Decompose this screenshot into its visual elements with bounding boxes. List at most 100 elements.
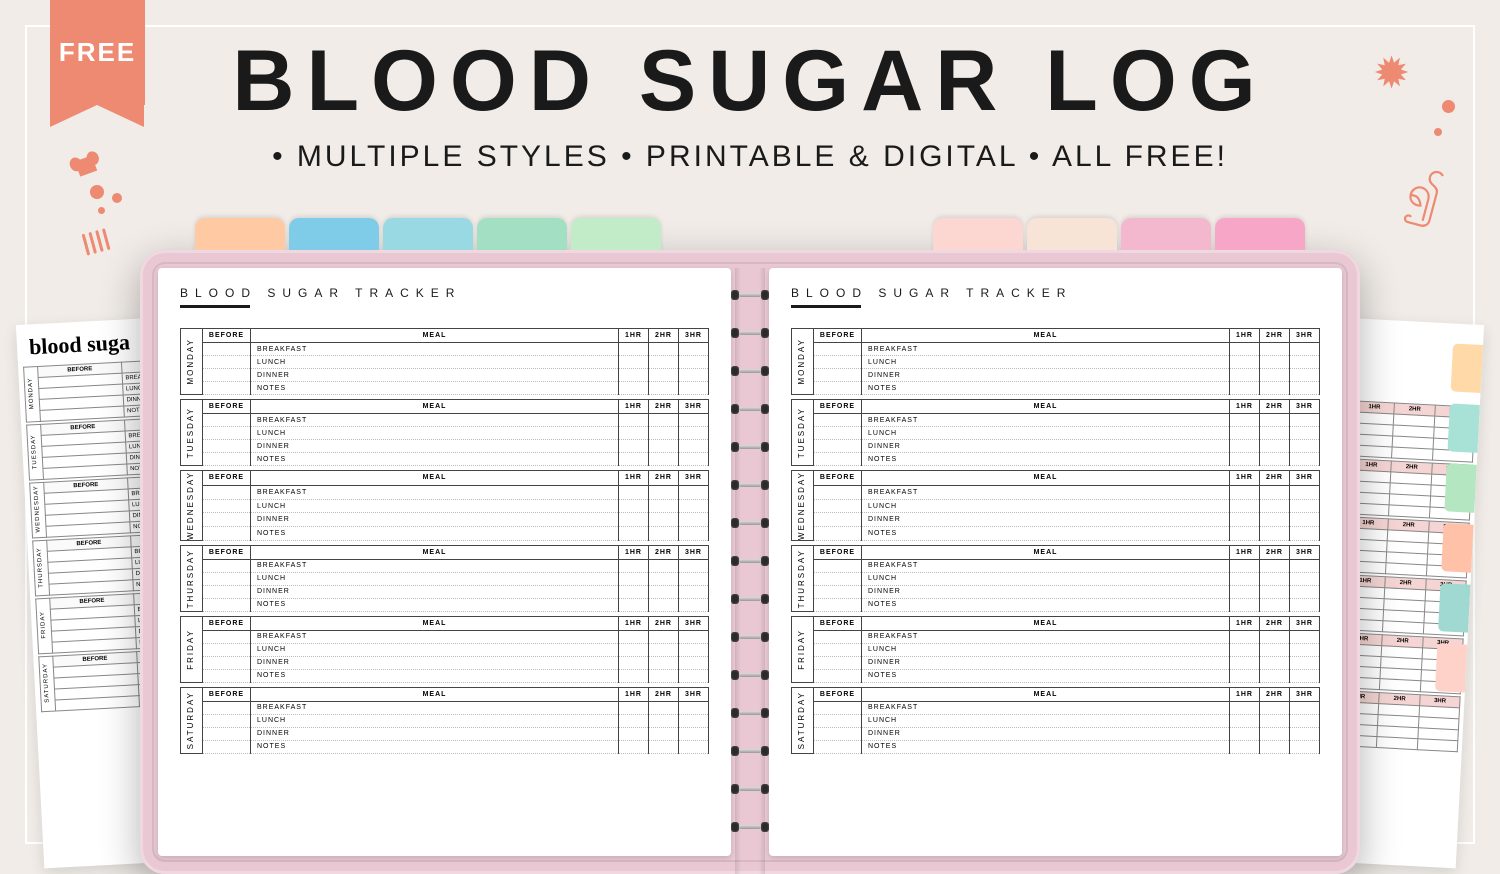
col-meal: MEAL <box>862 329 1230 343</box>
free-ribbon: FREE <box>50 0 145 105</box>
col-before: BEFORE <box>203 471 251 486</box>
spiral-ring <box>727 288 773 302</box>
col-3hr: 3HR <box>679 471 709 486</box>
col-3hr: 3HR <box>679 687 709 701</box>
tracker-row: LUNCH <box>792 643 1320 656</box>
col-2hr: 2HR <box>649 616 679 630</box>
day-label: MONDAY <box>181 329 203 395</box>
tracker-row: DINNER <box>792 656 1320 669</box>
spiral-ring <box>727 668 773 682</box>
col-meal: MEAL <box>862 545 1230 559</box>
side-tab <box>1441 523 1473 573</box>
page-title-left: BLOOD SUGAR TRACKER <box>180 286 709 314</box>
tracker-row: BREAKFAST <box>792 701 1320 714</box>
col-before: BEFORE <box>203 329 251 343</box>
day-label: SATURDAY <box>181 687 203 753</box>
col-before: BEFORE <box>814 471 862 486</box>
spiral-ring <box>727 782 773 796</box>
day-label: THURSDAY <box>181 545 203 611</box>
side-tab <box>1451 343 1483 393</box>
col-3hr: 3HR <box>1290 471 1320 486</box>
col-before: BEFORE <box>203 400 251 414</box>
tracker-row: NOTES <box>181 382 709 395</box>
tracker-row: DINNER <box>181 513 709 527</box>
tracker-row: NOTES <box>181 527 709 541</box>
star-icon: ✹ <box>1373 48 1410 99</box>
tracker-row: DINNER <box>181 369 709 382</box>
tracker-row: NOTES <box>792 598 1320 611</box>
spiral-ring <box>727 744 773 758</box>
spiral-ring <box>727 554 773 568</box>
ribbon-label: FREE <box>59 37 136 68</box>
col-2hr: 2HR <box>1260 400 1290 414</box>
planner-stage: blood suga MONDAYBEFOREBREAKLUNCDINNNOTT… <box>0 235 1500 844</box>
tracker-row: NOTES <box>792 453 1320 466</box>
col-meal: MEAL <box>251 616 619 630</box>
side-tab <box>1438 583 1470 633</box>
side-tab <box>1444 463 1476 513</box>
tracker-row: BREAKFAST <box>792 343 1320 356</box>
col-2hr: 2HR <box>1260 471 1290 486</box>
spiral-ring <box>727 630 773 644</box>
col-meal: MEAL <box>862 687 1230 701</box>
tracker-row: DINNER <box>792 513 1320 527</box>
spiral-ring <box>727 820 773 834</box>
col-before: BEFORE <box>203 687 251 701</box>
spiral-ring <box>727 478 773 492</box>
tracker-day-block: WEDNESDAYBEFOREMEAL1HR2HR3HRBREAKFASTLUN… <box>791 470 1320 541</box>
tracker-day-block: MONDAYBEFOREMEAL1HR2HR3HRBREAKFASTLUNCHD… <box>791 328 1320 395</box>
tracker-row: BREAKFAST <box>181 343 709 356</box>
col-before: BEFORE <box>814 400 862 414</box>
col-1hr: 1HR <box>1230 471 1260 486</box>
tracker-row: BREAKFAST <box>181 559 709 572</box>
col-1hr: 1HR <box>619 616 649 630</box>
tracker-row: DINNER <box>792 369 1320 382</box>
col-3hr: 3HR <box>1290 687 1320 701</box>
tracker-row: NOTES <box>792 669 1320 682</box>
col-3hr: 3HR <box>679 545 709 559</box>
col-before: BEFORE <box>203 616 251 630</box>
planner-notebook: BLOOD SUGAR TRACKER MONDAYBEFOREMEAL1HR2… <box>140 250 1360 874</box>
col-1hr: 1HR <box>1230 400 1260 414</box>
col-meal: MEAL <box>862 471 1230 486</box>
tracker-day-block: FRIDAYBEFOREMEAL1HR2HR3HRBREAKFASTLUNCHD… <box>180 616 709 683</box>
tracker-day-block: SATURDAYBEFOREMEAL1HR2HR3HRBREAKFASTLUNC… <box>180 687 709 754</box>
spiral-ring <box>727 516 773 530</box>
day-label: MONDAY <box>792 329 814 395</box>
tracker-row: NOTES <box>181 598 709 611</box>
col-3hr: 3HR <box>679 616 709 630</box>
subtitle: • MULTIPLE STYLES • PRINTABLE & DIGITAL … <box>0 140 1500 174</box>
tracker-row: LUNCH <box>792 356 1320 369</box>
tracker-row: DINNER <box>181 585 709 598</box>
tracker-row: NOTES <box>792 382 1320 395</box>
day-label: TUESDAY <box>181 400 203 466</box>
spiral-ring <box>727 402 773 416</box>
tracker-row: BREAKFAST <box>792 559 1320 572</box>
tracker-row: LUNCH <box>792 499 1320 513</box>
col-2hr: 2HR <box>649 545 679 559</box>
col-1hr: 1HR <box>1230 329 1260 343</box>
main-title: BLOOD SUGAR LOG <box>0 32 1500 131</box>
tracker-row: LUNCH <box>792 427 1320 440</box>
col-meal: MEAL <box>251 329 619 343</box>
col-1hr: 1HR <box>619 687 649 701</box>
col-3hr: 3HR <box>1290 329 1320 343</box>
day-label: FRIDAY <box>181 616 203 682</box>
tracker-row: LUNCH <box>181 643 709 656</box>
tracker-row: NOTES <box>181 740 709 753</box>
col-before: BEFORE <box>814 616 862 630</box>
tracker-day-block: TUESDAYBEFOREMEAL1HR2HR3HRBREAKFASTLUNCH… <box>180 399 709 466</box>
tracker-row: BREAKFAST <box>792 630 1320 643</box>
tracker-row: DINNER <box>181 727 709 740</box>
tracker-day-block: SATURDAYBEFOREMEAL1HR2HR3HRBREAKFASTLUNC… <box>791 687 1320 754</box>
col-meal: MEAL <box>251 687 619 701</box>
tracker-row: LUNCH <box>181 427 709 440</box>
tracker-day-block: WEDNESDAYBEFOREMEAL1HR2HR3HRBREAKFASTLUN… <box>180 470 709 541</box>
tracker-day-block: MONDAYBEFOREMEAL1HR2HR3HRBREAKFASTLUNCHD… <box>180 328 709 395</box>
col-meal: MEAL <box>251 400 619 414</box>
col-2hr: 2HR <box>1260 687 1290 701</box>
tracker-row: NOTES <box>792 527 1320 541</box>
tracker-row: BREAKFAST <box>792 485 1320 499</box>
tracker-day-block: FRIDAYBEFOREMEAL1HR2HR3HRBREAKFASTLUNCHD… <box>791 616 1320 683</box>
spiral-ring <box>727 364 773 378</box>
